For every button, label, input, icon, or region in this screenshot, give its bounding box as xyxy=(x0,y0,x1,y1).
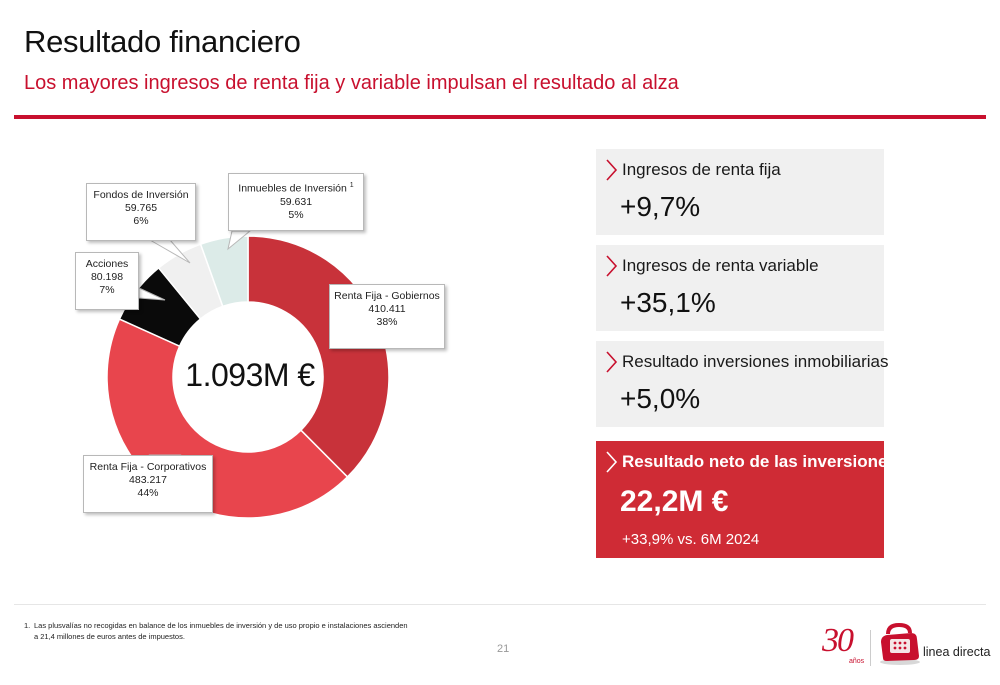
page-subtitle: Los mayores ingresos de renta fija y var… xyxy=(24,72,679,94)
callout-pointer-acciones xyxy=(138,287,166,301)
callout-inmuebles-label: Inmuebles de Inversión 1 xyxy=(238,182,354,195)
kpi-label: Resultado inversiones inmobiliarias xyxy=(622,352,889,371)
kpi-value: 22,2M € xyxy=(620,485,729,518)
kpi-card-inmobiliarias: Resultado inversiones inmobiliarias +5,0… xyxy=(596,341,888,427)
kpi-value: +35,1% xyxy=(620,287,716,318)
footnote-number: 1. xyxy=(24,621,31,630)
donut-hole xyxy=(173,302,323,452)
callout-fondos-pct: 6% xyxy=(133,215,149,227)
chevron-right-icon xyxy=(606,351,618,373)
brand-name: linea directa xyxy=(923,645,991,659)
kpi-card-resultado-neto: Resultado neto de las inversiones 22,2M … xyxy=(596,441,897,558)
kpi-value: +9,7% xyxy=(620,191,701,222)
kpi-comparison: +33,9% vs. 6M 2024 xyxy=(622,531,760,548)
callout-acciones-label: Acciones xyxy=(85,258,129,270)
callout-gobiernos-value: 410.411 xyxy=(368,303,406,315)
callout-corporativos-value: 483.217 xyxy=(129,474,167,486)
callout-inmuebles-pct: 5% xyxy=(288,208,304,221)
kpi-card-renta-variable: Ingresos de renta variable +35,1% xyxy=(596,245,884,331)
footnote-line-2: a 21,4 millones de euros antes de impues… xyxy=(34,632,185,641)
footnote-ref: 1 xyxy=(349,182,354,189)
logo-separator xyxy=(870,630,871,666)
kpi-value: +5,0% xyxy=(620,383,701,414)
callout-corporativos-pct: 44% xyxy=(137,487,159,499)
callout-acciones: Acciones 80.198 7% xyxy=(75,252,139,310)
callout-acciones-value: 80.198 xyxy=(90,271,124,283)
anniversary-text: años xyxy=(849,658,865,665)
kpi-card-renta-fija: Ingresos de renta fija +9,7% xyxy=(596,149,884,235)
callout-fondos-label: Fondos de Inversión xyxy=(93,189,189,201)
callout-gobiernos: Renta Fija - Gobiernos 410.411 38% xyxy=(329,284,445,349)
callout-acciones-pct: 7% xyxy=(99,284,115,296)
footer-divider xyxy=(14,604,986,605)
chevron-right-icon xyxy=(606,159,618,181)
callout-fondos: Fondos de Inversión 59.765 6% xyxy=(86,183,196,241)
page-number: 21 xyxy=(497,643,510,655)
anniversary-number: 30 xyxy=(822,622,854,659)
chevron-right-icon xyxy=(606,255,618,277)
callout-inmuebles: Inmuebles de Inversión 1 59.631 5% xyxy=(228,173,364,231)
callout-gobiernos-label: Renta Fija - Gobiernos xyxy=(334,290,440,302)
footnote: 1. Las plusvalías no recogidas en balance… xyxy=(24,620,408,642)
callout-corporativos-label: Renta Fija - Corporativos xyxy=(89,461,207,473)
page-title: Resultado financiero xyxy=(24,24,301,59)
kpi-label: Ingresos de renta fija xyxy=(622,160,781,179)
phone-logo-icon xyxy=(880,622,920,665)
anniversary-logo: 30 años xyxy=(822,622,866,668)
kpi-label: Resultado neto de las inversiones xyxy=(622,452,897,471)
callout-fondos-value: 59.765 xyxy=(124,202,158,214)
footnote-line-1: Las plusvalías no recogidas en balance d… xyxy=(34,621,408,630)
callout-pointer-inmuebles xyxy=(227,230,252,251)
chevron-right-icon xyxy=(606,451,618,473)
callout-gobiernos-pct: 38% xyxy=(376,316,398,328)
donut-center-total: 1.093M € xyxy=(185,357,315,393)
callout-inmuebles-value: 59.631 xyxy=(279,195,313,208)
kpi-label: Ingresos de renta variable xyxy=(622,256,819,275)
title-rule xyxy=(14,115,986,119)
callout-corporativos: Renta Fija - Corporativos 483.217 44% xyxy=(83,455,213,513)
